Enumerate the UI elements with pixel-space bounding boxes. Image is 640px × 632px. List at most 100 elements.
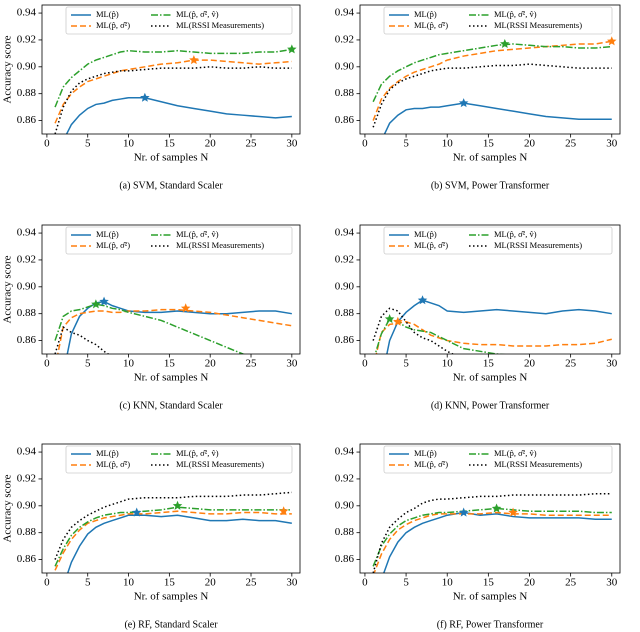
x-tick-label: 0 [362, 138, 368, 150]
series-line [372, 507, 612, 567]
y-tick-label: 0.94 [17, 227, 37, 239]
y-tick-label: 0.90 [17, 60, 37, 72]
x-tick-label: 25 [246, 577, 258, 589]
legend-label: ML(p̂, σ̂²) [96, 20, 130, 30]
legend-label: ML(p̂, σ̂², v̂) [176, 448, 219, 458]
panel-caption: (f) RF, Power Transformer [437, 619, 544, 630]
best-marker [278, 506, 289, 516]
legend-box [65, 6, 293, 35]
legend-label: ML(p̂) [414, 448, 437, 458]
y-tick-label: 0.86 [17, 334, 37, 346]
y-tick-label: 0.94 [17, 7, 37, 19]
x-tick-label: 15 [483, 138, 495, 150]
panel: 0 5 10 15 20 25 300.860.880.900.920.94 ML(p̂)ML… [2, 443, 301, 630]
x-tick-label: 25 [246, 358, 258, 370]
series-line [372, 63, 612, 128]
x-tick-label: 0 [362, 358, 368, 370]
legend-label: ML(p̂) [414, 9, 437, 19]
legend-label: ML(p̂, σ̂²) [414, 459, 448, 469]
y-tick-label: 0.88 [335, 307, 355, 319]
x-tick-label: 20 [205, 138, 217, 150]
y-tick-label: 0.90 [335, 60, 355, 72]
x-tick-label: 10 [442, 138, 454, 150]
best-marker [393, 316, 403, 326]
best-marker [458, 98, 469, 108]
x-tick-label: 0 [44, 138, 50, 150]
y-tick-label: 0.88 [335, 526, 355, 538]
panel-caption: (c) KNN, Standard Scaler [119, 400, 223, 411]
x-tick-label: 15 [164, 358, 176, 370]
x-tick-label: 5 [403, 358, 409, 370]
best-marker [607, 36, 617, 46]
panel-caption: (e) RF, Standard Scaler [124, 619, 218, 630]
x-tick-label: 25 [565, 138, 577, 150]
best-marker [189, 55, 199, 65]
y-tick-label: 0.92 [335, 253, 354, 265]
series-line [373, 511, 612, 573]
panel: 0 5 10 15 20 25 300.860.880.900.920.94 ML(p̂)ML… [335, 443, 621, 630]
legend-label: ML(p̂) [96, 448, 119, 458]
y-tick-label: 0.88 [335, 87, 355, 99]
series-line [372, 492, 612, 573]
panel: 0 5 10 15 20 25 300.860.880.900.920.94 ML(p̂)ML… [335, 4, 621, 191]
legend-box [383, 226, 613, 255]
best-marker [91, 299, 101, 309]
series-line [54, 303, 245, 354]
x-tick-label: 5 [403, 577, 409, 589]
x-tick-label: 30 [286, 138, 298, 150]
legend-label: ML(RSSI Measurements) [176, 20, 264, 30]
best-marker [287, 44, 297, 54]
plot-area [54, 491, 292, 573]
legend-label: ML(p̂, σ̂², v̂) [494, 229, 537, 239]
best-marker [491, 503, 502, 513]
panel-caption: (d) KNN, Power Transformer [431, 400, 550, 411]
x-tick-label: 20 [205, 577, 217, 589]
plot-area [54, 44, 297, 134]
x-tick-label: 20 [524, 138, 536, 150]
plot-area [372, 36, 617, 134]
legend-label: ML(p̂, σ̂², v̂) [176, 9, 219, 19]
x-tick-label: 15 [164, 577, 176, 589]
legend-box [383, 6, 613, 35]
x-tick-label: 30 [286, 577, 298, 589]
legend-label: ML(p̂, σ̂², v̂) [494, 9, 537, 19]
best-marker [508, 507, 518, 517]
y-tick-label: 0.92 [17, 33, 36, 45]
x-tick-label: 30 [606, 577, 618, 589]
x-tick-label: 15 [483, 577, 495, 589]
best-marker [140, 92, 150, 102]
panel-caption: (b) SVM, Power Transformer [431, 180, 550, 191]
legend-label: ML(p̂, σ̂², v̂) [176, 229, 219, 239]
x-tick-label: 5 [85, 358, 91, 370]
plot-area [54, 296, 292, 354]
x-tick-label: 25 [246, 138, 258, 150]
x-tick-label: 30 [606, 358, 618, 370]
legend-label: ML(p̂, σ̂²) [414, 20, 448, 30]
y-tick-label: 0.90 [17, 499, 37, 511]
legend-label: ML(p̂, σ̂²) [414, 240, 448, 250]
y-tick-label: 0.86 [335, 114, 355, 126]
x-axis-label: Nr. of samples N [134, 591, 209, 603]
y-tick-label: 0.92 [17, 253, 36, 265]
plot-area [372, 492, 612, 573]
y-tick-label: 0.90 [335, 280, 355, 292]
x-axis-label: Nr. of samples N [453, 591, 528, 603]
y-tick-label: 0.88 [17, 87, 37, 99]
series-line [54, 48, 292, 108]
x-tick-label: 30 [606, 138, 618, 150]
panel: 0 5 10 15 20 25 300.860.880.900.920.94 ML(p̂)ML… [2, 224, 301, 411]
axes-frame [41, 4, 301, 135]
legend-label: ML(p̂) [96, 229, 119, 239]
y-axis-label: Accuracy score [2, 255, 14, 323]
x-tick-label: 10 [442, 358, 454, 370]
x-axis-label: Nr. of samples N [134, 152, 209, 164]
best-marker [131, 507, 142, 517]
y-tick-label: 0.94 [17, 446, 37, 458]
series-line [54, 66, 292, 134]
x-axis-label: Nr. of samples N [453, 152, 528, 164]
legend-label: ML(RSSI Measurements) [494, 459, 582, 469]
series-line [65, 96, 292, 134]
x-tick-label: 5 [85, 138, 91, 150]
axes-frame [359, 224, 621, 355]
